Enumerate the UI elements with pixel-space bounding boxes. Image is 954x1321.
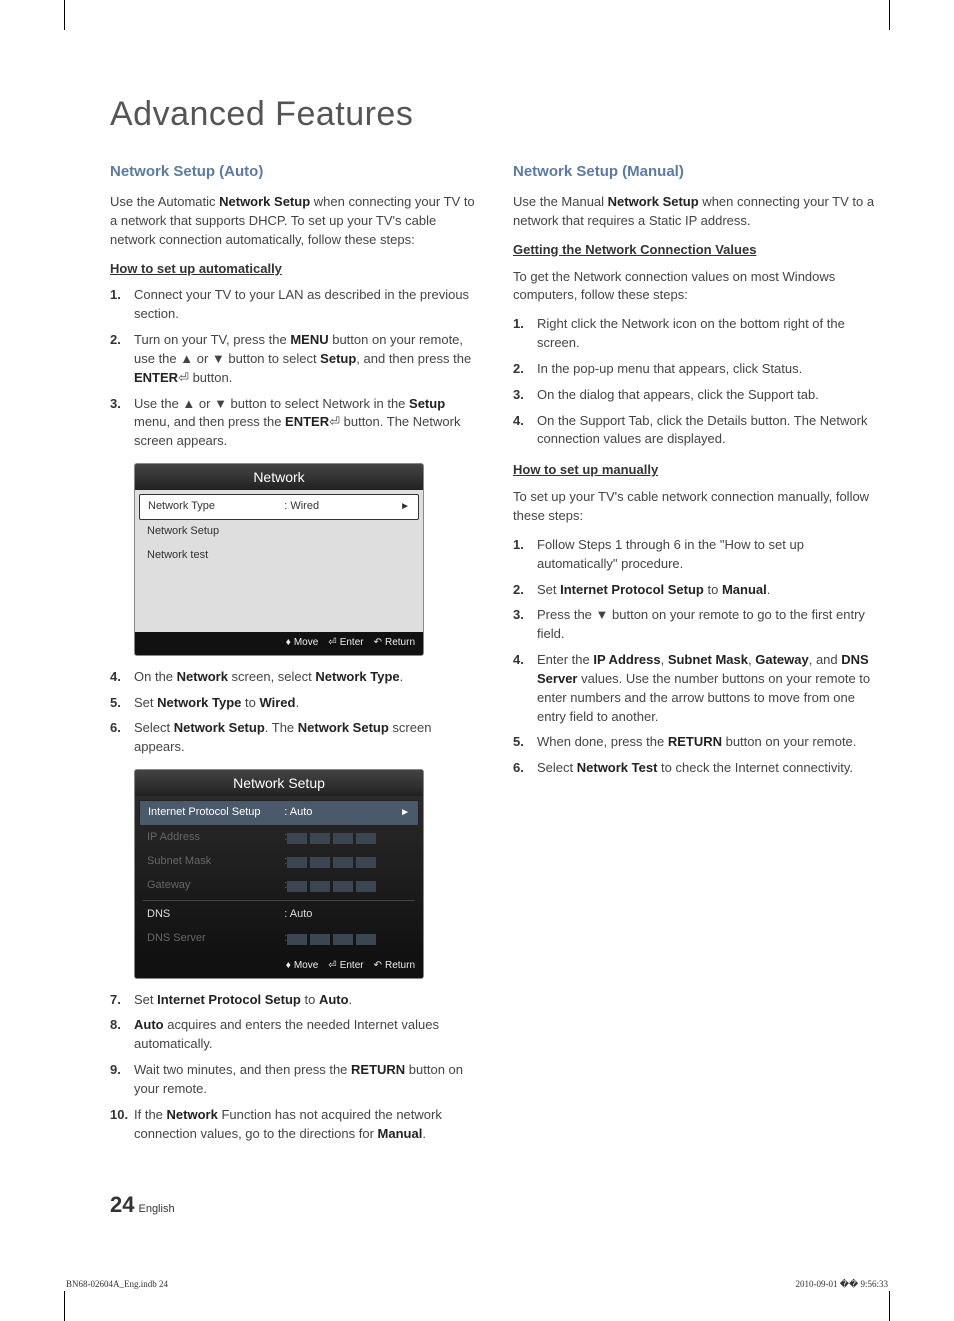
page-number: 24English: [110, 1189, 175, 1221]
move-icon: ♦: [286, 959, 291, 974]
print-footer: BN68-02604A_Eng.indb 24 2010-09-01 �� 9:…: [66, 1278, 888, 1291]
step: Turn on your TV, press the MENU button o…: [110, 331, 481, 388]
steps-auto-3: Set Internet Protocol Setup to Auto. Aut…: [110, 991, 481, 1144]
menu-row: Gateway:: [139, 874, 419, 898]
step: Follow Steps 1 through 6 in the "How to …: [513, 536, 884, 574]
enter-icon: ⏎: [178, 370, 189, 385]
step: If the Network Function has not acquired…: [110, 1106, 481, 1144]
menu-row: DNS Server:: [139, 927, 419, 951]
menu-row: Network Setup: [139, 520, 419, 544]
intro-auto: Use the Automatic Network Setup when con…: [110, 193, 481, 250]
enter-icon: ⏎: [329, 414, 340, 429]
enter-icon: ⏎: [328, 959, 336, 974]
menu-row-selected: Internet Protocol Setup : Auto ►: [139, 800, 419, 826]
doc-id: BN68-02604A_Eng.indb 24: [66, 1278, 168, 1291]
step: Set Internet Protocol Setup to Manual.: [513, 581, 884, 600]
menu-row-selected: Network Type : Wired ►: [139, 494, 419, 520]
print-timestamp: 2010-09-01 �� 9:56:33: [796, 1278, 888, 1291]
menu-footer: ♦Move ⏎Enter ↶Return: [135, 955, 423, 978]
subhead-manual: How to set up manually: [513, 461, 884, 480]
tv-menu-network: Network Network Type : Wired ► Network S…: [134, 463, 424, 656]
step: Select Network Setup. The Network Setup …: [110, 719, 481, 757]
menu-row: DNS : Auto: [139, 903, 419, 927]
step: In the pop-up menu that appears, click S…: [513, 360, 884, 379]
steps-auto-2: On the Network screen, select Network Ty…: [110, 668, 481, 757]
page-title: Advanced Features: [110, 90, 884, 139]
step: Set Internet Protocol Setup to Auto.: [110, 991, 481, 1010]
left-column: Network Setup (Auto) Use the Automatic N…: [110, 161, 481, 1155]
section-heading-auto: Network Setup (Auto): [110, 161, 481, 183]
subhead-getting-values: Getting the Network Connection Values: [513, 241, 884, 260]
step: Connect your TV to your LAN as described…: [110, 286, 481, 324]
steps-getting-values: Right click the Network icon on the bott…: [513, 315, 884, 449]
menu-footer: ♦Move ⏎Enter ↶Return: [135, 632, 423, 655]
para: To set up your TV's cable network connec…: [513, 488, 884, 526]
move-icon: ♦: [286, 636, 291, 651]
step: Select Network Test to check the Interne…: [513, 759, 884, 778]
tv-menu-network-setup: Network Setup Internet Protocol Setup : …: [134, 769, 424, 978]
steps-manual: Follow Steps 1 through 6 in the "How to …: [513, 536, 884, 778]
return-icon: ↶: [374, 636, 382, 651]
step: Use the ▲ or ▼ button to select Network …: [110, 395, 481, 452]
ip-boxes: [287, 833, 376, 844]
menu-row: Subnet Mask:: [139, 850, 419, 874]
subhead-auto: How to set up automatically: [110, 260, 481, 279]
menu-title: Network: [135, 464, 423, 490]
arrow-right-icon: ►: [400, 500, 410, 515]
arrow-right-icon: ►: [400, 806, 410, 821]
step: On the dialog that appears, click the Su…: [513, 386, 884, 405]
step: Right click the Network icon on the bott…: [513, 315, 884, 353]
enter-icon: ⏎: [328, 636, 336, 651]
step: When done, press the RETURN button on yo…: [513, 733, 884, 752]
right-column: Network Setup (Manual) Use the Manual Ne…: [513, 161, 884, 1155]
step: Press the ▼ button on your remote to go …: [513, 606, 884, 644]
para: To get the Network connection values on …: [513, 268, 884, 306]
step: Auto acquires and enters the needed Inte…: [110, 1016, 481, 1054]
step: Enter the IP Address, Subnet Mask, Gatew…: [513, 651, 884, 726]
steps-auto-1: Connect your TV to your LAN as described…: [110, 286, 481, 451]
menu-row: IP Address:: [139, 826, 419, 850]
menu-row: Network test: [139, 544, 419, 568]
step: Set Network Type to Wired.: [110, 694, 481, 713]
step: On the Support Tab, click the Details bu…: [513, 412, 884, 450]
menu-title: Network Setup: [135, 770, 423, 796]
step: On the Network screen, select Network Ty…: [110, 668, 481, 687]
section-heading-manual: Network Setup (Manual): [513, 161, 884, 183]
return-icon: ↶: [374, 959, 382, 974]
intro-manual: Use the Manual Network Setup when connec…: [513, 193, 884, 231]
step: Wait two minutes, and then press the RET…: [110, 1061, 481, 1099]
